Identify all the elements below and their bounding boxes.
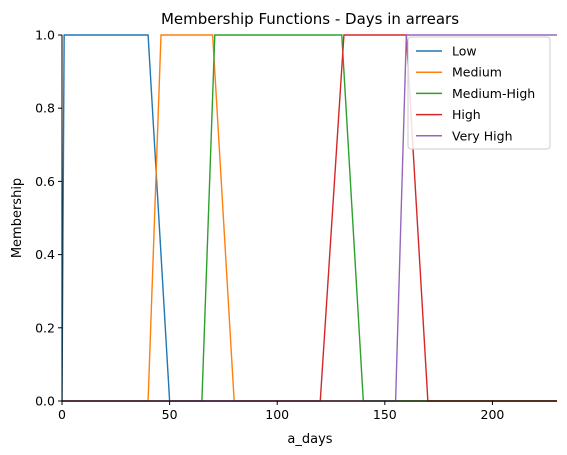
chart-title: Membership Functions - Days in arrears [161,10,459,28]
legend-label-very-high: Very High [452,128,513,143]
axes-layer: 0 50 100 150 200 0.0 0.2 0.4 0.6 0.8 1.0 [35,28,557,422]
legend-label-medium-high: Medium-High [452,86,535,101]
y-tick-label: 0.0 [35,394,55,409]
y-tick-label: 0.8 [35,101,55,116]
y-tick-label: 1.0 [35,28,55,43]
y-tick-label: 0.6 [35,174,55,189]
x-axis-label: a_days [287,432,332,447]
legend: Low Medium Medium-High High Very High [407,36,551,150]
y-axis-label: Membership [10,178,25,258]
x-tick-label: 100 [265,407,289,422]
y-tick-label: 0.2 [35,320,55,335]
x-tick-label: 150 [373,407,397,422]
legend-label-high: High [452,107,481,122]
legend-label-medium: Medium [452,65,502,80]
legend-label-low: Low [452,44,477,59]
legend-box [407,36,551,150]
x-tick-label: 0 [58,407,66,422]
y-tick-label: 0.4 [35,247,55,262]
x-tick-label: 200 [481,407,505,422]
x-tick-label: 50 [162,407,178,422]
